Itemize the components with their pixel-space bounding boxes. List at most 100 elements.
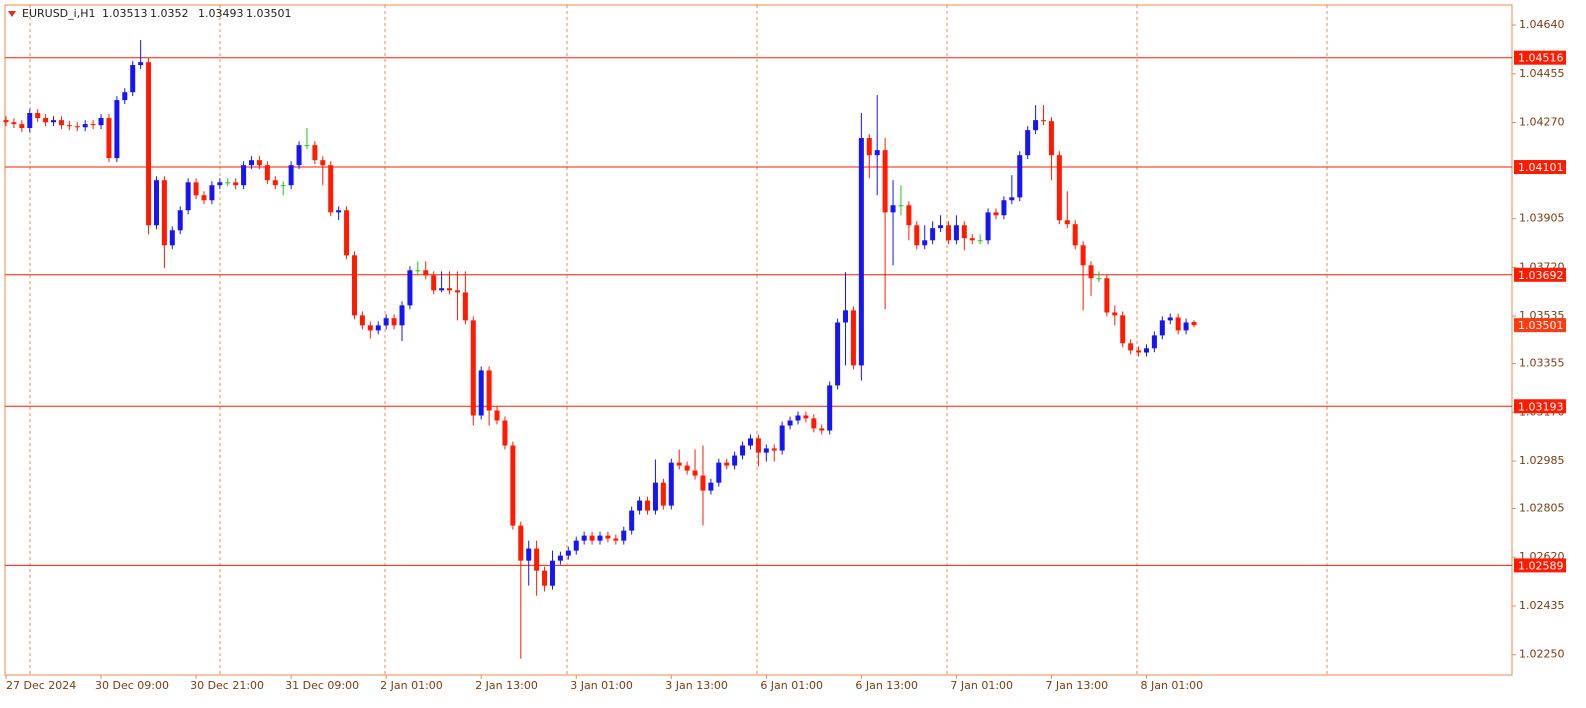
candle-body [233,182,239,186]
candle-body [375,325,381,331]
candle-body [58,120,64,126]
candle-body [668,462,674,506]
candle-body [502,420,508,446]
candle-body [763,448,769,453]
level-label-box [1514,558,1566,573]
candle-body [589,535,595,541]
candle-body [1112,312,1118,316]
candle-body [328,165,334,213]
level-label: 1.03692 [1518,269,1564,282]
level-label-box [1514,267,1566,282]
y-tick-label: 1.03905 [1519,212,1565,225]
candle-body [494,410,500,421]
close-value: 1.03501 [246,7,292,20]
candle-body [755,438,761,453]
candle-body [1033,120,1039,131]
current-price-box [1514,318,1566,333]
candle-body [573,540,579,551]
candle-body [930,228,936,241]
candle-body [288,165,294,186]
candle-body [1175,317,1181,331]
x-tick-label: 3 Jan 13:00 [665,679,728,692]
low-value: 1.03493 [198,7,244,20]
candle-body [914,225,920,246]
y-tick-label: 1.02985 [1519,454,1565,467]
candle-body [724,462,730,466]
candle-body [906,205,912,226]
candle-body [660,482,666,506]
candle-body [565,550,571,556]
candle-body [423,270,429,276]
candle-body [1143,348,1149,353]
candle-body [740,445,746,456]
candle-body [1167,317,1173,321]
x-tick-label: 3 Jan 01:00 [570,679,633,692]
candle-body [1064,220,1070,225]
candle-body [201,195,207,201]
candle-body [652,482,658,511]
candle-body [843,310,849,323]
candle-body [272,180,278,186]
plot-frame [4,4,1513,676]
candle-body [304,145,310,147]
candle-body [114,100,120,159]
candle-body [645,500,651,511]
candle-body [264,165,270,181]
candle-body [629,510,635,531]
candle-body [850,310,856,366]
candle-body [985,212,991,241]
candle-body [106,118,112,159]
candle-body [581,535,587,541]
candle-body [858,138,864,366]
candle-body [359,315,365,326]
candle-body [98,118,104,126]
candle-body [185,182,191,211]
candle-body [43,118,49,123]
candle-body [890,205,896,213]
candle-body [747,438,753,446]
candle-body [383,318,389,326]
x-tick-label: 30 Dec 21:00 [190,679,264,692]
y-tick-label: 1.03355 [1519,357,1565,370]
collapse-arrow[interactable] [8,11,16,17]
candle-body [249,160,255,166]
candle-body [708,482,714,491]
high-value: 1.0352 [150,7,189,20]
candle-body [130,65,136,93]
candle-body [217,182,223,186]
level-label: 1.03193 [1518,400,1564,413]
candle-body [1120,315,1126,344]
candle-body [391,318,397,326]
candle-body [1025,130,1031,156]
x-tick-label: 30 Dec 09:00 [95,679,169,692]
y-tick-label: 1.04455 [1519,67,1565,80]
candle-body [454,290,460,293]
candle-body [938,225,944,229]
candle-body [19,124,25,129]
candle-body [138,62,144,66]
candle-body [549,560,555,586]
y-tick-label: 1.04640 [1519,18,1565,31]
open-value: 1.03513 [102,7,148,20]
candle-body [351,255,357,316]
x-tick-label: 27 Dec 2024 [6,679,76,692]
x-tick-label: 2 Jan 13:00 [475,679,538,692]
time-axis: 27 Dec 2024 30 Dec 09:00 30 Dec 21:00 31 De… [5,675,1203,692]
candle-body [779,425,785,451]
x-tick-label: 7 Jan 01:00 [950,679,1013,692]
x-tick-label: 2 Jan 01:00 [380,679,443,692]
candle-body [146,62,152,226]
candle-body [1136,350,1142,353]
candle-body [771,448,777,451]
candle-body [597,535,603,541]
candle-body [462,292,468,321]
grid [29,5,1328,675]
level-label-box [1514,50,1566,65]
level-label-box [1514,399,1566,414]
level-label: 1.02589 [1518,559,1564,572]
current-price-label: 1.03501 [1518,319,1564,332]
candle-body [787,420,793,426]
candle-body [732,455,738,466]
candle-body [344,210,350,256]
